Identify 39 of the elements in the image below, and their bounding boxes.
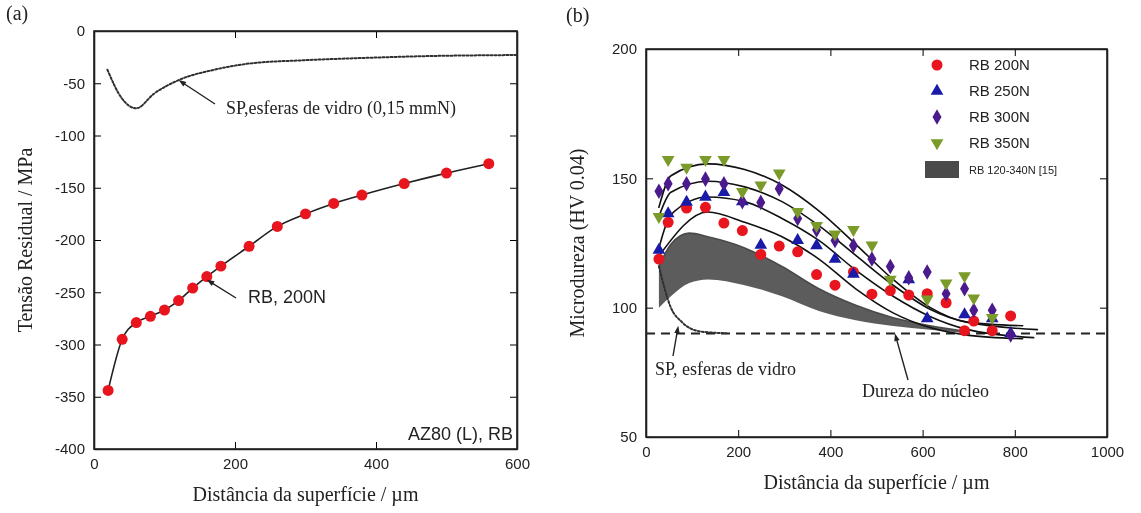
- x-tick-label: 0: [90, 454, 99, 472]
- legend-label: RB 200N: [969, 56, 1030, 73]
- x-tick-label: 600: [910, 442, 936, 460]
- x-tick-label: 1000: [1090, 442, 1125, 460]
- annotation: SP,esferas de vidro (0,15 mmN): [226, 98, 456, 119]
- chart-title: (b): [566, 4, 590, 27]
- x-tick-label: 200: [222, 454, 249, 472]
- y-tick-label: -250: [54, 283, 85, 301]
- y-tick-label: -150: [54, 179, 85, 197]
- y-axis-title: Microdureza (HV 0.04): [566, 148, 589, 338]
- y-tick-label: 0: [76, 22, 85, 40]
- legend-label: RB 120-340N [15]: [969, 164, 1058, 176]
- y-axis-title: Tensão Residual / MPa: [14, 147, 36, 333]
- y-tick-label: -400: [54, 440, 85, 458]
- annotation: RB, 200N: [248, 287, 327, 307]
- y-tick-label: 50: [620, 428, 637, 446]
- legend-label: RB 350N: [969, 134, 1030, 151]
- y-tick-label: -350: [54, 388, 85, 406]
- y-tick-label: 150: [611, 169, 637, 187]
- x-tick-label: 200: [726, 442, 752, 460]
- y-tick-label: -100: [54, 126, 85, 144]
- chart-title: (a): [6, 2, 29, 25]
- legend-label: RB 300N: [969, 108, 1030, 125]
- y-tick-label: -200: [54, 231, 85, 249]
- x-axis-title: Distância da superfície / µm: [192, 483, 419, 506]
- y-tick-label: 100: [611, 298, 637, 316]
- y-tick-label: -50: [63, 74, 85, 92]
- annotation: Dureza do núcleo: [862, 381, 989, 401]
- x-axis-title: Distância da superfície / µm: [763, 471, 990, 494]
- x-tick-label: 400: [363, 454, 390, 472]
- x-tick-label: 600: [504, 454, 531, 472]
- x-tick-label: 800: [1002, 442, 1028, 460]
- annotation: SP, esferas de vidro: [655, 359, 796, 379]
- y-tick-label: 200: [611, 40, 637, 58]
- x-tick-label: 400: [818, 442, 844, 460]
- legend-label: RB 250N: [969, 82, 1030, 99]
- annotation: AZ80 (L), RB: [407, 424, 513, 444]
- x-tick-label: 0: [642, 442, 651, 460]
- y-tick-label: -300: [54, 335, 85, 353]
